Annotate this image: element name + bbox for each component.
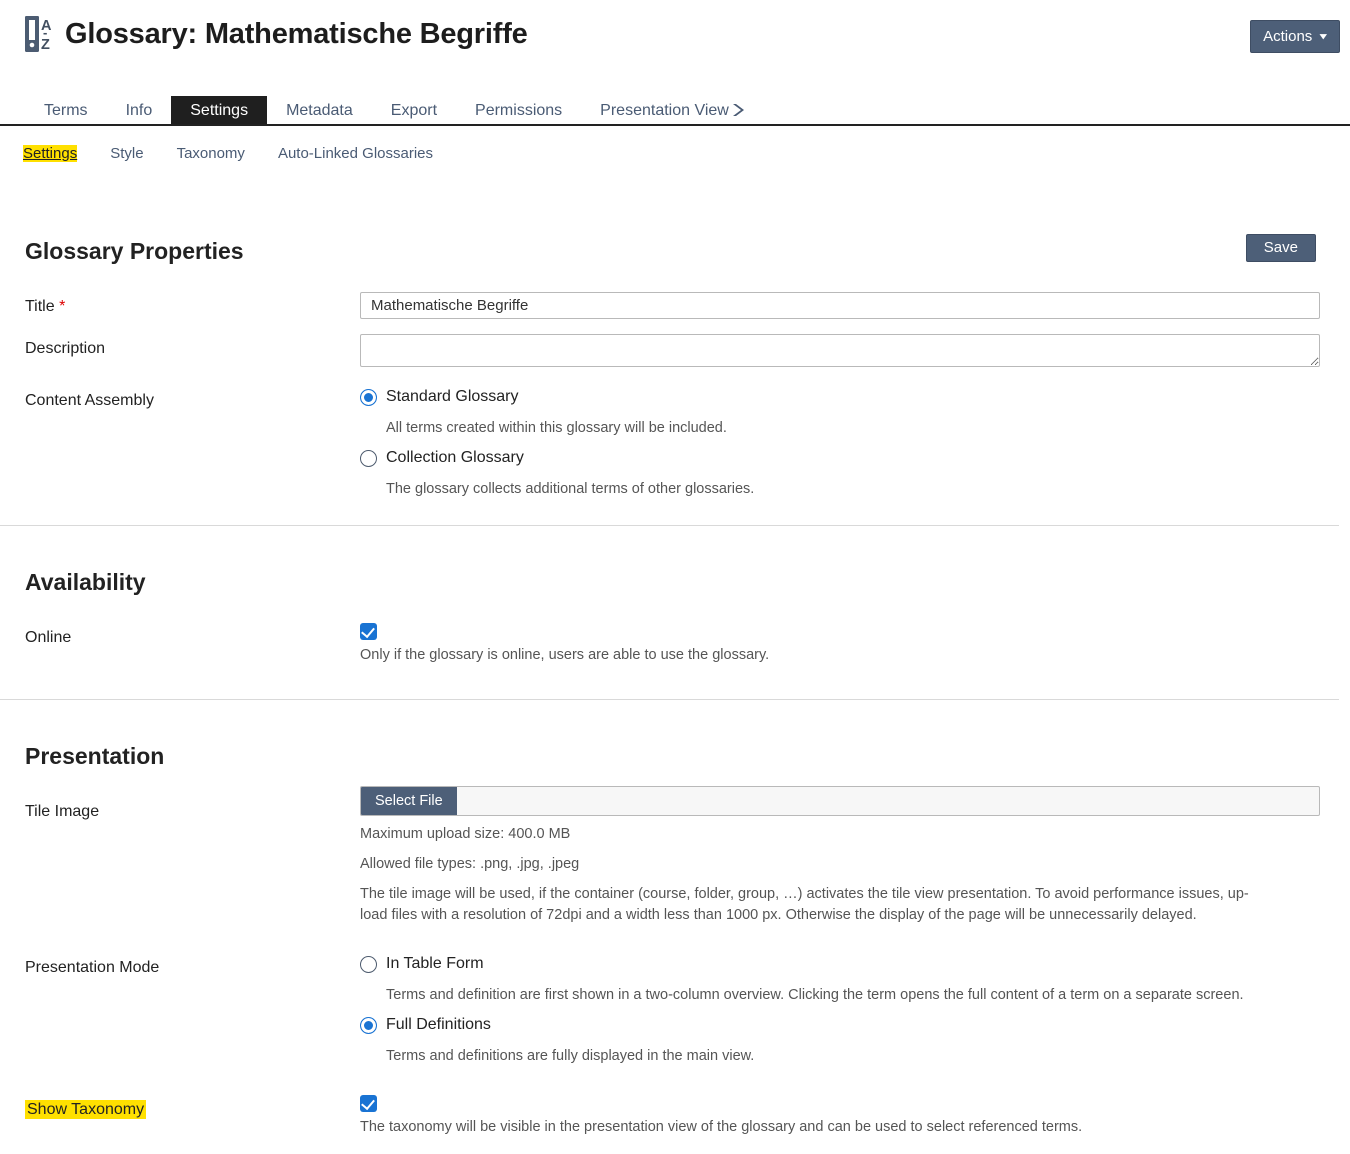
- svg-text:Z: Z: [41, 37, 50, 53]
